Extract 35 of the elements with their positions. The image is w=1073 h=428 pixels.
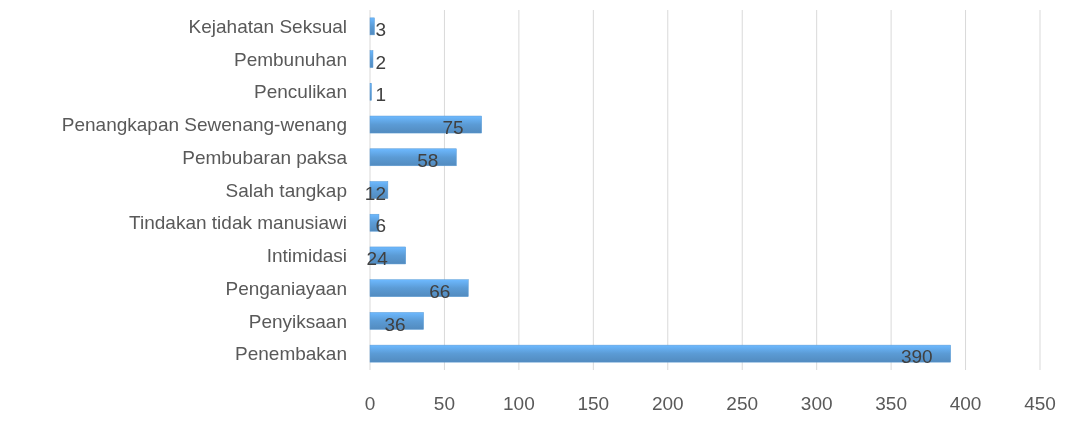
y-tick-label: Kejahatan Seksual [188,16,347,38]
bar [369,17,375,36]
x-tick-label: 400 [949,393,982,414]
y-tick-label: Pembunuhan [233,48,347,70]
bar [369,148,457,167]
bar [369,115,482,134]
x-tick-label: 150 [577,393,610,414]
data-label: 3 [375,19,386,41]
y-tick-label: Tindakan tidak manusiawi [129,212,347,234]
y-tick-label: Salah tangkap [225,179,347,201]
y-tick-label: Penangkapan Sewenang-wenang [61,114,347,136]
data-label: 2 [375,51,386,73]
data-label: 36 [384,313,406,335]
y-tick-label: Penganiayaan [225,277,347,299]
data-label: 66 [429,280,451,302]
data-label: 1 [375,84,386,106]
y-tick-label: Penyiksaan [248,310,347,332]
bar [369,50,374,68]
bar [369,344,951,363]
x-tick-label: 300 [800,393,833,414]
x-tick-label: 100 [503,393,535,414]
bar [369,279,469,297]
data-label: 390 [900,346,933,368]
x-tick-label: 450 [1024,393,1056,414]
data-label: 58 [417,149,439,171]
data-label: 75 [442,117,464,139]
x-tick-label: 350 [875,393,907,414]
y-tick-label: Pembubaran paksa [182,146,348,168]
y-tick-label: Penembakan [235,343,347,365]
x-tick-label: 50 [433,393,456,414]
y-tick-label: Intimidasi [266,245,347,267]
x-tick-label: 250 [726,393,759,414]
y-tick-label: Penculikan [254,81,347,103]
x-tick-label: 0 [364,393,376,414]
x-tick-label: 200 [651,393,684,414]
